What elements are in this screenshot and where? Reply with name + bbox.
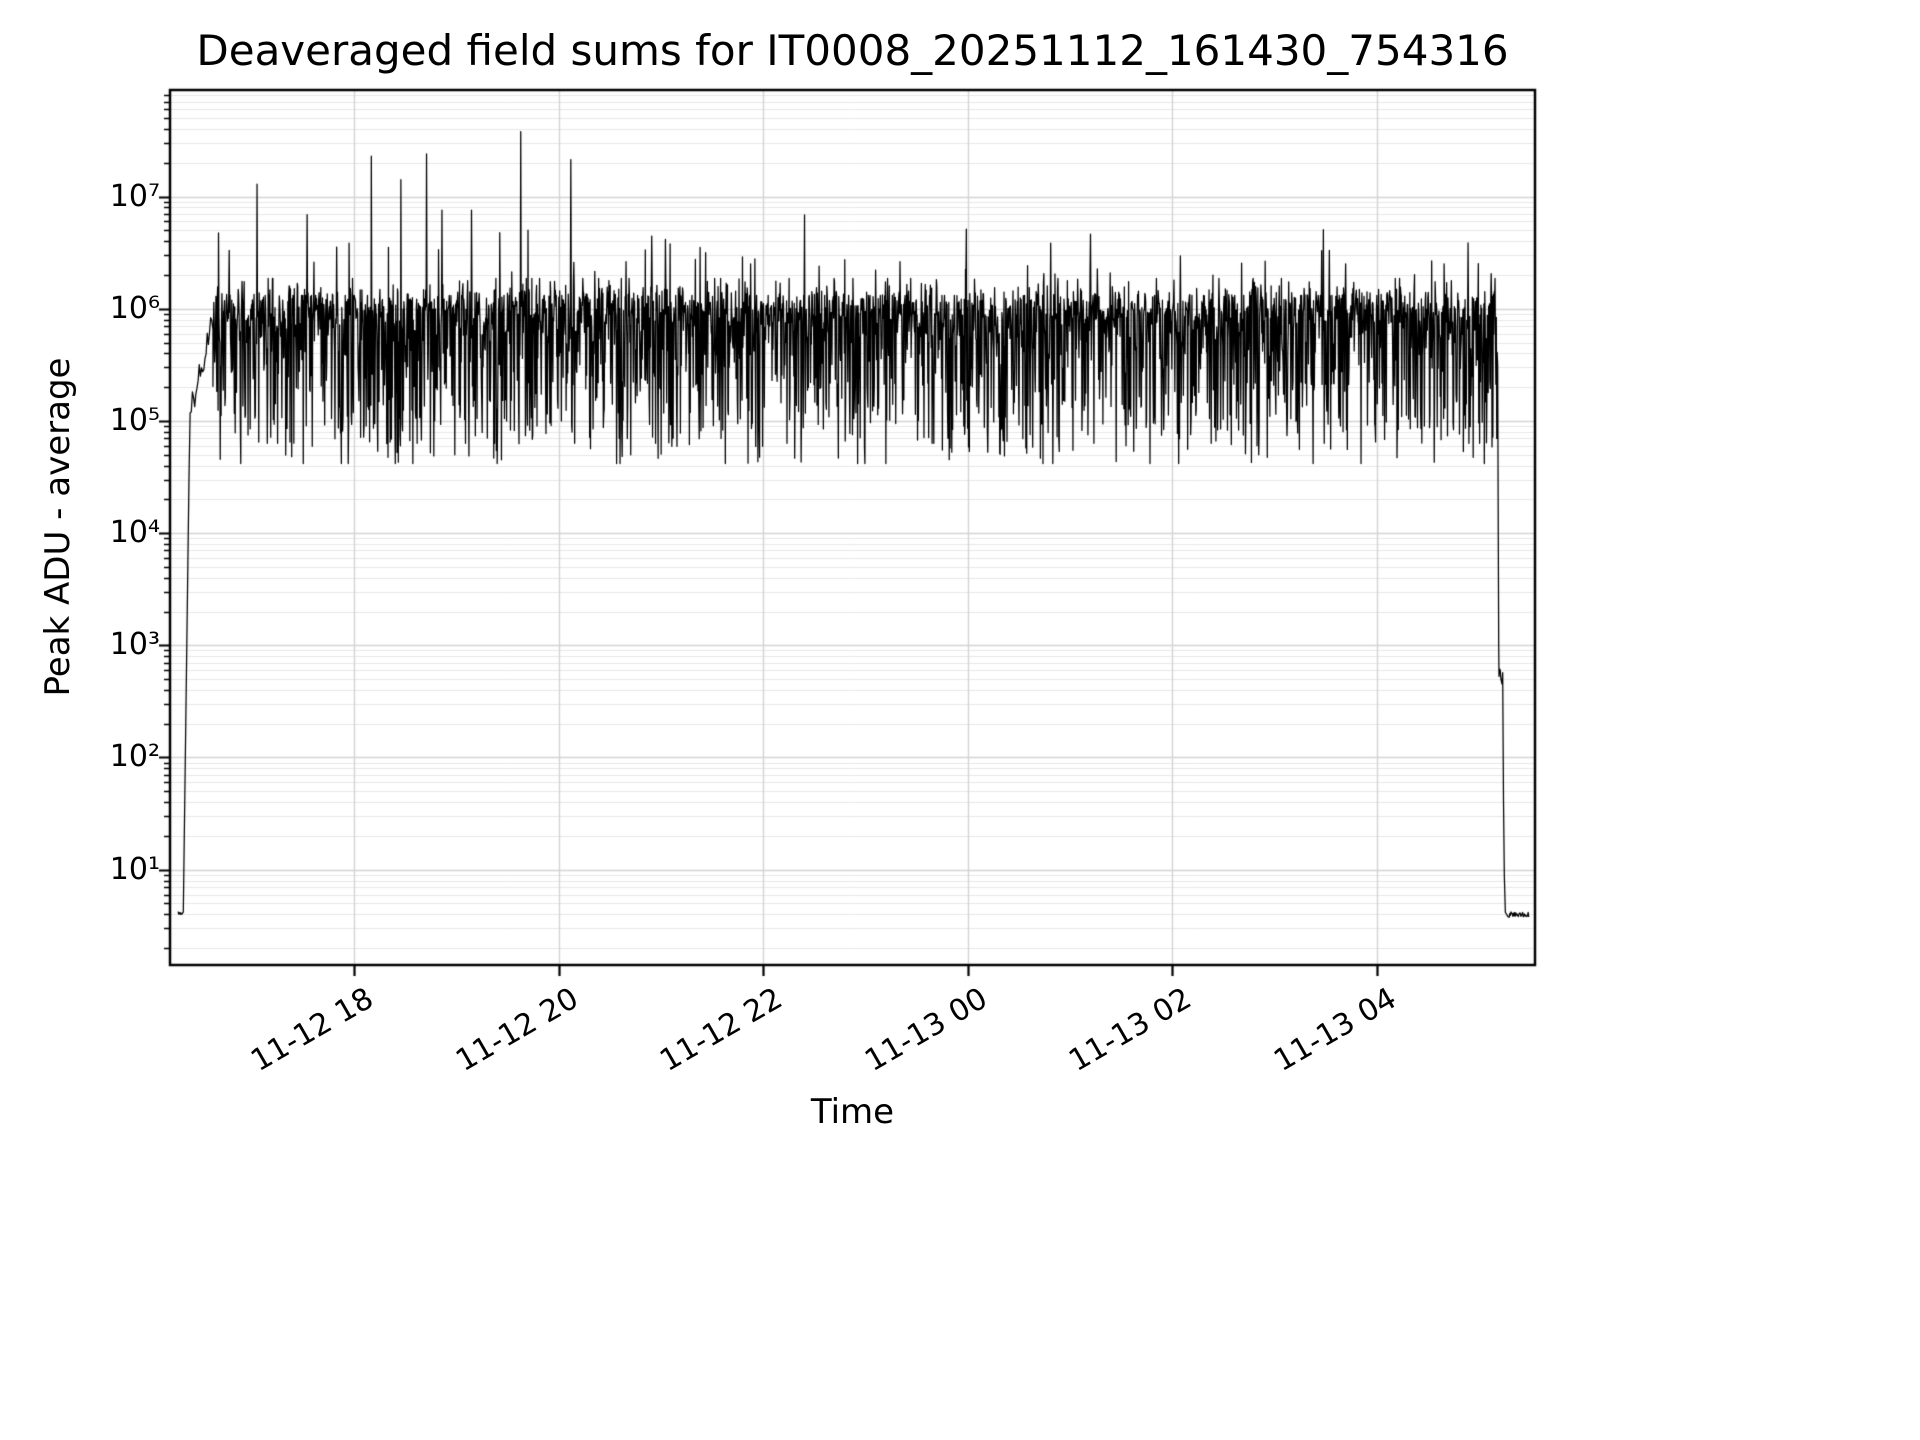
x-axis-label: Time (810, 1092, 895, 1132)
y-tick-label: 10⁷ (109, 178, 160, 214)
y-tick-label: 10³ (109, 627, 160, 663)
y-tick-label: 10¹ (109, 851, 160, 887)
y-tick-label: 10² (109, 739, 160, 775)
y-tick-label: 10⁵ (109, 402, 160, 438)
y-tick-label: 10⁴ (109, 515, 160, 551)
chart-title: Deaveraged field sums for IT0008_2025111… (196, 26, 1509, 75)
y-tick-label: 10⁶ (109, 290, 160, 326)
y-axis-label: Peak ADU - average (38, 357, 78, 697)
